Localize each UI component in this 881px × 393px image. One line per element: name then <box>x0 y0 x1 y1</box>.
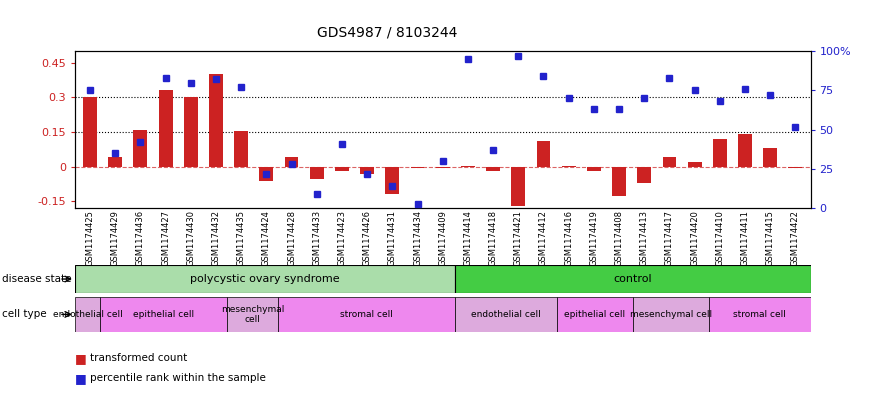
Bar <box>108 158 122 167</box>
Bar <box>335 167 349 171</box>
Text: epithelial cell: epithelial cell <box>565 310 626 319</box>
Bar <box>209 74 223 167</box>
Text: control: control <box>614 274 652 284</box>
Bar <box>688 162 701 167</box>
Bar <box>310 167 323 179</box>
Text: stromal cell: stromal cell <box>340 310 393 319</box>
Text: ■: ■ <box>75 352 86 365</box>
Text: cell type: cell type <box>2 309 47 320</box>
Text: endothelial cell: endothelial cell <box>53 310 122 319</box>
Bar <box>763 148 777 167</box>
Text: percentile rank within the sample: percentile rank within the sample <box>90 373 266 383</box>
Bar <box>100 297 227 332</box>
Bar <box>159 90 173 167</box>
Bar <box>75 297 100 332</box>
Bar <box>587 167 601 171</box>
Text: transformed count: transformed count <box>90 353 187 364</box>
Bar <box>184 97 197 167</box>
Bar <box>738 134 752 167</box>
Bar <box>278 297 455 332</box>
Bar <box>455 297 557 332</box>
Text: endothelial cell: endothelial cell <box>471 310 541 319</box>
Bar <box>713 139 727 167</box>
Bar <box>537 141 551 167</box>
Text: polycystic ovary syndrome: polycystic ovary syndrome <box>190 274 340 284</box>
Bar <box>385 167 399 195</box>
Bar <box>461 165 475 167</box>
Bar <box>663 158 677 167</box>
Bar <box>436 167 449 168</box>
Bar <box>285 158 299 167</box>
Bar <box>360 167 374 174</box>
Bar <box>709 297 811 332</box>
Bar <box>234 131 248 167</box>
Text: ■: ■ <box>75 371 86 385</box>
Bar <box>637 167 651 183</box>
Bar <box>259 167 273 180</box>
Bar <box>75 265 455 293</box>
Text: mesenchymal
cell: mesenchymal cell <box>221 305 285 324</box>
Text: stromal cell: stromal cell <box>733 310 786 319</box>
Bar <box>633 297 709 332</box>
Bar <box>83 97 97 167</box>
Bar <box>133 130 147 167</box>
Bar <box>562 165 575 167</box>
Bar <box>557 297 633 332</box>
Text: GDS4987 / 8103244: GDS4987 / 8103244 <box>317 26 458 40</box>
Bar <box>486 167 500 171</box>
Text: disease state: disease state <box>2 274 71 284</box>
Text: epithelial cell: epithelial cell <box>133 310 194 319</box>
Bar <box>227 297 278 332</box>
Bar <box>455 265 811 293</box>
Bar <box>511 167 525 206</box>
Bar <box>612 167 626 196</box>
Bar <box>788 167 803 168</box>
Text: mesenchymal cell: mesenchymal cell <box>630 310 712 319</box>
Bar <box>411 167 425 168</box>
